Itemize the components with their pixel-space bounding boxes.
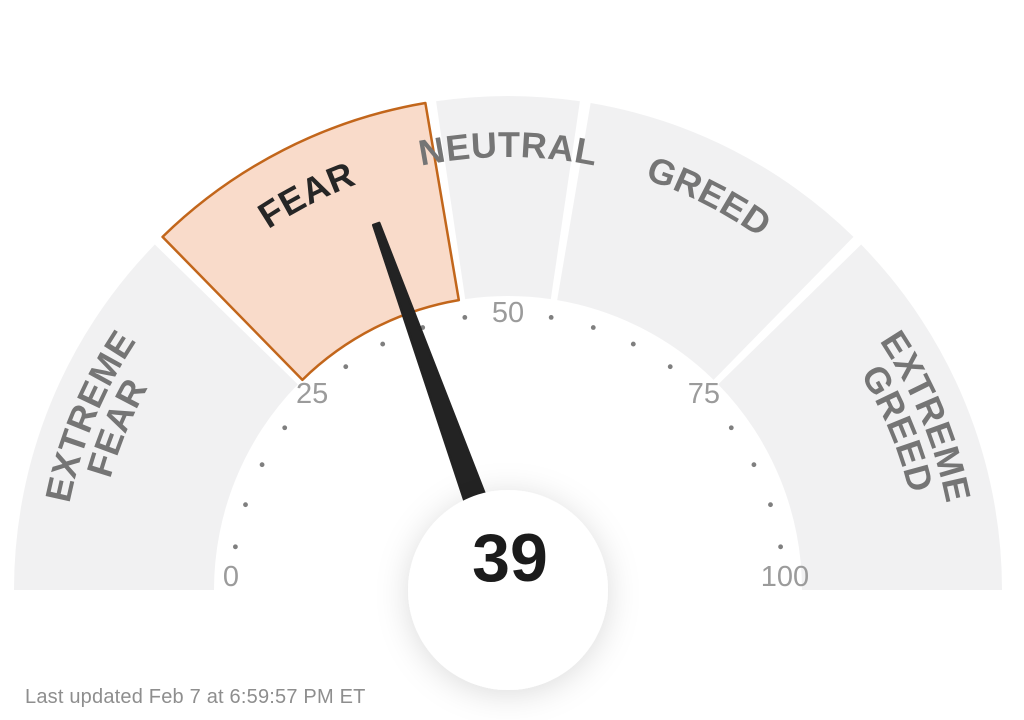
tick-dot <box>667 364 673 370</box>
tick-label-0: 0 <box>223 561 239 593</box>
tick-dot <box>768 502 773 508</box>
tick-dot <box>548 315 554 320</box>
tick-label-100: 100 <box>761 561 809 593</box>
last-updated-text: Last updated Feb 7 at 6:59:57 PM ET <box>25 686 366 708</box>
tick-dot <box>728 425 734 431</box>
gauge-value: 39 <box>472 520 548 596</box>
tick-dot <box>282 425 288 431</box>
tick-label-50: 50 <box>492 297 524 329</box>
tick-label-75: 75 <box>688 378 720 410</box>
gauge-hub <box>408 490 608 690</box>
tick-dot <box>343 364 349 370</box>
segment-fear <box>161 101 461 382</box>
tick-dot <box>778 544 783 550</box>
tick-dot <box>259 462 265 468</box>
segment-extreme-fear <box>13 244 298 591</box>
tick-dot <box>462 315 468 320</box>
tick-dot <box>243 502 248 508</box>
tick-dot <box>590 325 596 330</box>
tick-dot <box>380 341 386 347</box>
segment-neutral <box>436 95 580 300</box>
tick-dot <box>751 462 757 468</box>
tick-label-25: 25 <box>296 378 328 410</box>
tick-dot <box>630 341 636 347</box>
tick-dot <box>233 544 238 550</box>
segment-greed <box>557 102 854 380</box>
segment-extreme-greed <box>718 244 1002 591</box>
